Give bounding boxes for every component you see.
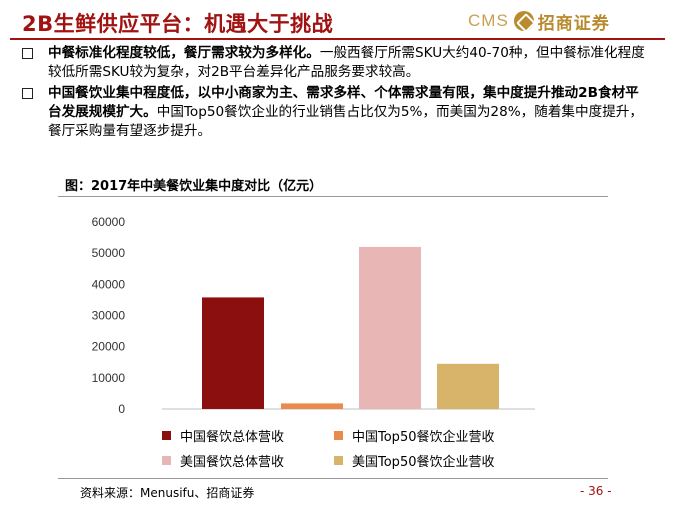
y-tick-label: 60000 <box>92 215 126 229</box>
bar <box>359 246 421 409</box>
legend-item: 中国Top50餐饮企业营收 <box>334 426 494 445</box>
legend-swatch <box>162 431 171 440</box>
y-tick-label: 0 <box>118 402 125 416</box>
legend-label: 美国餐饮总体营收 <box>180 455 285 470</box>
legend-item: 中国餐饮总体营收 <box>162 426 284 445</box>
bullet-item: 中餐标准化程度较低，餐厅需求较为多样化。一般西餐厅所需SKU大约40-70种，但… <box>20 44 650 82</box>
page-number: - 36 - <box>580 484 612 498</box>
bullet-text: 一般西餐厅所需SKU大约40-70种，但中餐标准化程度较低所需SKU较为复杂，对… <box>48 45 645 80</box>
y-tick-label: 10000 <box>92 371 126 385</box>
y-tick-label: 50000 <box>92 246 126 260</box>
bullet-text: 中国Top50餐饮企业的行业销售占比仅为5%，而美国为28%，随着集中度提升，餐… <box>48 104 643 139</box>
figure-title: 图：2017年中美餐饮业集中度对比（亿元） <box>65 179 323 194</box>
logo-cms-text: CMS <box>468 11 509 30</box>
legend-label: 中国Top50餐饮企业营收 <box>352 430 495 445</box>
bar <box>281 403 343 409</box>
y-tick-label: 30000 <box>92 309 126 323</box>
bullet-list: 中餐标准化程度较低，餐厅需求较为多样化。一般西餐厅所需SKU大约40-70种，但… <box>20 44 650 143</box>
bullet-item: 中国餐饮业集中程度低，以中小商家为主、需求多样、个体需求量有限，集中度提升推动2… <box>20 84 650 141</box>
footer-divider <box>58 478 608 479</box>
slide-title: 2B生鲜供应平台：机遇大于挑战 <box>22 12 334 36</box>
bar <box>437 363 499 409</box>
title-divider <box>10 38 665 40</box>
bullet-bold-text: 中餐标准化程度较低，餐厅需求较为多样化。 <box>48 45 320 61</box>
legend-item: 美国Top50餐饮企业营收 <box>334 451 494 470</box>
y-tick-label: 20000 <box>92 340 126 354</box>
checkbox-bullet-icon <box>22 48 33 59</box>
logo: CMS 招商证券 <box>468 8 610 34</box>
figure-title-divider <box>58 196 608 197</box>
bar <box>202 297 264 409</box>
checkbox-bullet-icon <box>22 88 33 99</box>
legend-label: 美国Top50餐饮企业营收 <box>352 455 495 470</box>
legend-swatch <box>334 431 343 440</box>
logo-company-text: 招商证券 <box>537 13 610 34</box>
legend-swatch <box>334 456 343 465</box>
legend-item: 美国餐饮总体营收 <box>162 451 284 470</box>
logo-mark-icon <box>513 11 534 31</box>
legend-label: 中国餐饮总体营收 <box>180 430 285 445</box>
source-note: 资料来源：Menusifu、招商证券 <box>80 486 255 500</box>
legend-swatch <box>162 456 171 465</box>
bullet-bold-text: 中国餐饮业集中程度低，以中小商家为主、需求多样、个体需求量有限，集中度提升推动2… <box>48 85 639 120</box>
y-tick-label: 40000 <box>92 277 126 291</box>
